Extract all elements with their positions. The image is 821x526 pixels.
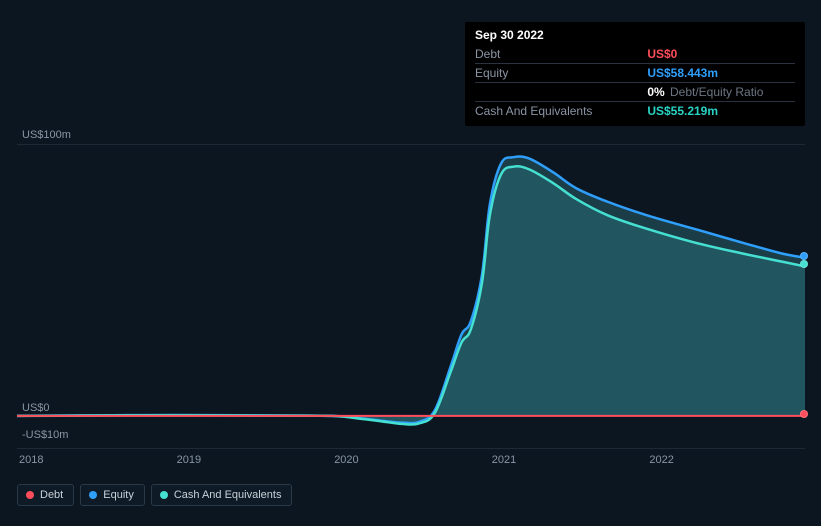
tooltip-label: Cash And Equivalents [475,102,647,121]
legend-label: Debt [40,489,63,501]
legend-item-debt[interactable]: Debt [17,484,74,506]
x-axis-tick: 2018 [17,450,175,466]
tooltip-value: US$55.219m [647,102,795,121]
cash-end-marker [800,260,808,268]
tooltip-value: 0% Debt/Equity Ratio [647,83,795,102]
legend-item-equity[interactable]: Equity [80,484,145,506]
tooltip-label: Debt [475,45,647,64]
x-axis-line [17,448,805,449]
tooltip-value: US$0 [647,45,795,64]
cash-area [17,166,805,424]
tooltip-date: Sep 30 2022 [475,28,795,42]
x-axis-ticks: 20182019202020212022 [17,450,805,466]
chart-plot[interactable] [17,144,805,442]
tooltip-label: Equity [475,64,647,83]
tooltip: Sep 30 2022 DebtUS$0EquityUS$58.443m0% D… [465,22,805,126]
legend: Debt Equity Cash And Equivalents [17,484,292,506]
y-axis-label: US$100m [22,129,71,141]
x-axis-tick: 2020 [332,450,490,466]
chart-svg [17,145,805,442]
legend-dot-icon [26,491,34,499]
equity-end-marker [800,252,808,260]
legend-label: Equity [103,489,134,501]
x-axis-tick: 2019 [175,450,333,466]
x-axis-tick: 2022 [647,450,805,466]
legend-dot-icon [160,491,168,499]
tooltip-table: DebtUS$0EquityUS$58.443m0% Debt/Equity R… [475,45,795,120]
x-axis-tick: 2021 [490,450,648,466]
tooltip-value: US$58.443m [647,64,795,83]
tooltip-label [475,83,647,102]
chart-container: Sep 30 2022 DebtUS$0EquityUS$58.443m0% D… [0,0,821,526]
legend-dot-icon [89,491,97,499]
legend-item-cash-and-equivalents[interactable]: Cash And Equivalents [151,484,293,506]
legend-label: Cash And Equivalents [174,489,282,501]
debt-end-marker [800,410,808,418]
